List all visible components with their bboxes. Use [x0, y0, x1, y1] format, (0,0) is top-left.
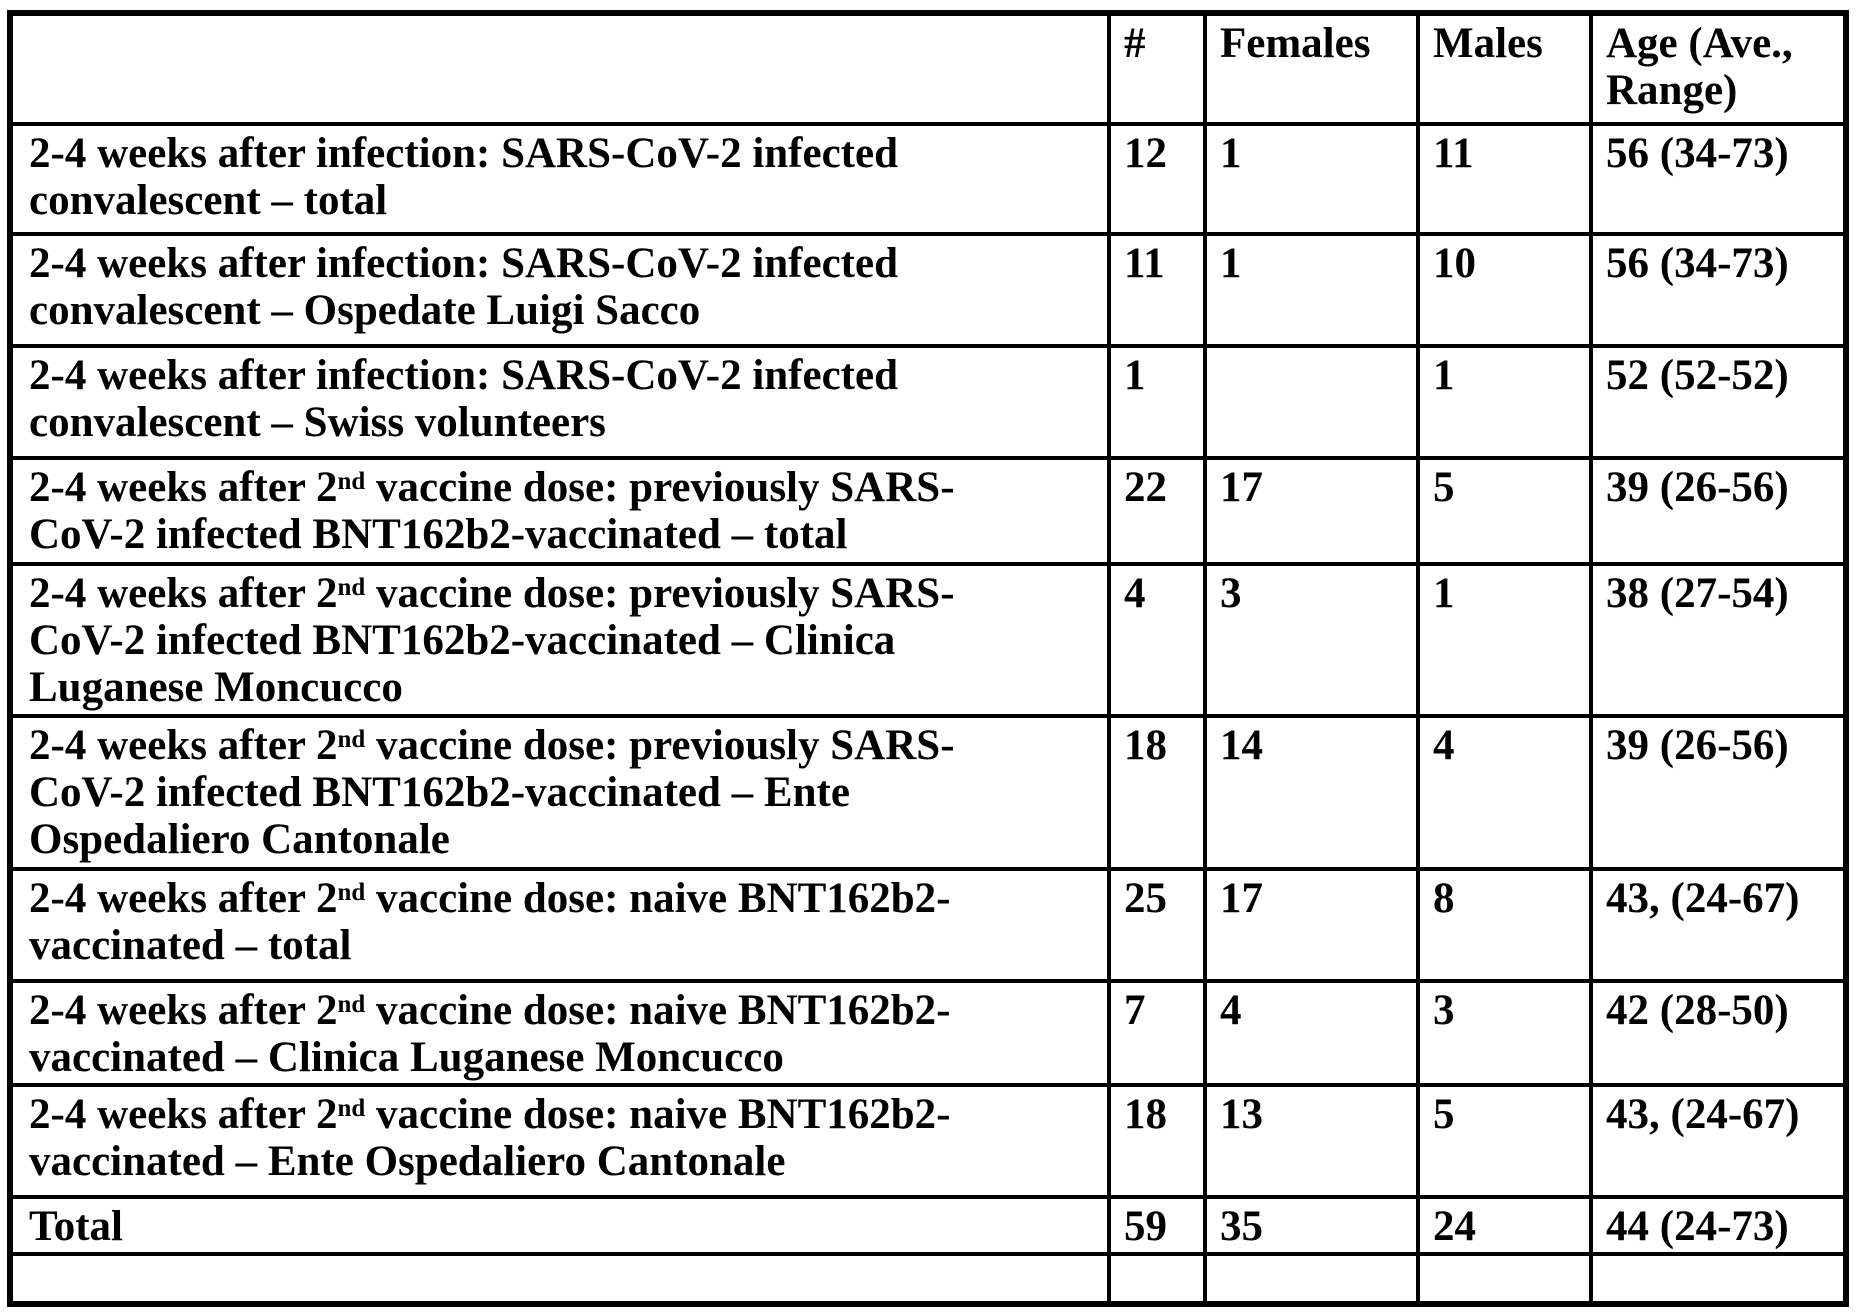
males-cell: 5: [1416, 1083, 1593, 1199]
count-cell: 22: [1107, 456, 1207, 566]
col-header-females: Females: [1203, 11, 1420, 126]
age-cell: 43, (24-67): [1589, 867, 1848, 983]
age-cell: 38 (27-54): [1589, 562, 1848, 718]
females-cell: 17: [1203, 867, 1420, 983]
row-label-cell: 2-4 weeks after 2nd vaccine dose: previo…: [8, 456, 1111, 566]
females-cell: 3: [1203, 562, 1420, 718]
males-cell: 11: [1416, 122, 1593, 236]
table-row: 2-4 weeks after 2nd vaccine dose: naive …: [8, 867, 1848, 983]
row-label-cell: 2-4 weeks after infection: SARS-CoV-2 in…: [8, 122, 1111, 236]
age-cell: 43, (24-67): [1589, 1083, 1848, 1199]
count-cell: 12: [1107, 122, 1207, 236]
row-label-cell: 2-4 weeks after 2nd vaccine dose: naive …: [8, 979, 1111, 1087]
females-cell: 17: [1203, 456, 1420, 566]
cohort-demographics-table: # Females Males Age (Ave., Range) 2-4 wee…: [7, 10, 1849, 1307]
table-row: 2-4 weeks after 2nd vaccine dose: previo…: [8, 714, 1848, 871]
corner-cell: [8, 11, 1111, 126]
table-row: 2-4 weeks after 2nd vaccine dose: previo…: [8, 456, 1848, 566]
count-cell: 11: [1107, 232, 1207, 348]
row-label-cell: [8, 1252, 1111, 1306]
males-cell: 24: [1416, 1195, 1593, 1256]
col-header-males: Males: [1416, 11, 1593, 126]
females-cell: 1: [1203, 232, 1420, 348]
row-label-cell: 2-4 weeks after 2nd vaccine dose: naive …: [8, 1083, 1111, 1199]
age-cell: [1589, 1252, 1848, 1306]
males-cell: 10: [1416, 232, 1593, 348]
row-label-cell: 2-4 weeks after 2nd vaccine dose: previo…: [8, 714, 1111, 871]
count-cell: 7: [1107, 979, 1207, 1087]
row-label-cell: 2-4 weeks after 2nd vaccine dose: previo…: [8, 562, 1111, 718]
age-cell: 56 (34-73): [1589, 232, 1848, 348]
count-cell: 1: [1107, 344, 1207, 460]
females-cell: 4: [1203, 979, 1420, 1087]
col-header-count: #: [1107, 11, 1207, 126]
table-row: 2-4 weeks after 2nd vaccine dose: previo…: [8, 562, 1848, 718]
females-cell: 13: [1203, 1083, 1420, 1199]
males-cell: 4: [1416, 714, 1593, 871]
table-row: 2-4 weeks after infection: SARS-CoV-2 in…: [8, 232, 1848, 348]
table-row: 2-4 weeks after infection: SARS-CoV-2 in…: [8, 122, 1848, 236]
total-row: Total 59 35 24 44 (24-73): [8, 1195, 1848, 1256]
age-cell: 42 (28-50): [1589, 979, 1848, 1087]
males-cell: 8: [1416, 867, 1593, 983]
females-cell: [1203, 1252, 1420, 1306]
age-cell: 39 (26-56): [1589, 456, 1848, 566]
count-cell: 4: [1107, 562, 1207, 718]
males-cell: 1: [1416, 562, 1593, 718]
count-cell: 59: [1107, 1195, 1207, 1256]
males-cell: 3: [1416, 979, 1593, 1087]
age-cell: 39 (26-56): [1589, 714, 1848, 871]
females-cell: 14: [1203, 714, 1420, 871]
males-cell: [1416, 1252, 1593, 1306]
females-cell: [1203, 344, 1420, 460]
table-row: 2-4 weeks after 2nd vaccine dose: naive …: [8, 979, 1848, 1087]
age-cell: 44 (24-73): [1589, 1195, 1848, 1256]
males-cell: 5: [1416, 456, 1593, 566]
females-cell: 35: [1203, 1195, 1420, 1256]
count-cell: [1107, 1252, 1207, 1306]
row-label-cell: 2-4 weeks after 2nd vaccine dose: naive …: [8, 867, 1111, 983]
males-cell: 1: [1416, 344, 1593, 460]
row-label-cell: Total: [8, 1195, 1111, 1256]
table-row: 2-4 weeks after infection: SARS-CoV-2 in…: [8, 344, 1848, 460]
table-row: 2-4 weeks after 2nd vaccine dose: naive …: [8, 1083, 1848, 1199]
row-label-cell: 2-4 weeks after infection: SARS-CoV-2 in…: [8, 344, 1111, 460]
header-row: # Females Males Age (Ave., Range): [8, 11, 1848, 126]
empty-row: [8, 1252, 1848, 1306]
count-cell: 18: [1107, 1083, 1207, 1199]
age-cell: 52 (52-52): [1589, 344, 1848, 460]
col-header-age: Age (Ave., Range): [1589, 11, 1848, 126]
row-label-cell: 2-4 weeks after infection: SARS-CoV-2 in…: [8, 232, 1111, 348]
count-cell: 25: [1107, 867, 1207, 983]
count-cell: 18: [1107, 714, 1207, 871]
females-cell: 1: [1203, 122, 1420, 236]
age-cell: 56 (34-73): [1589, 122, 1848, 236]
